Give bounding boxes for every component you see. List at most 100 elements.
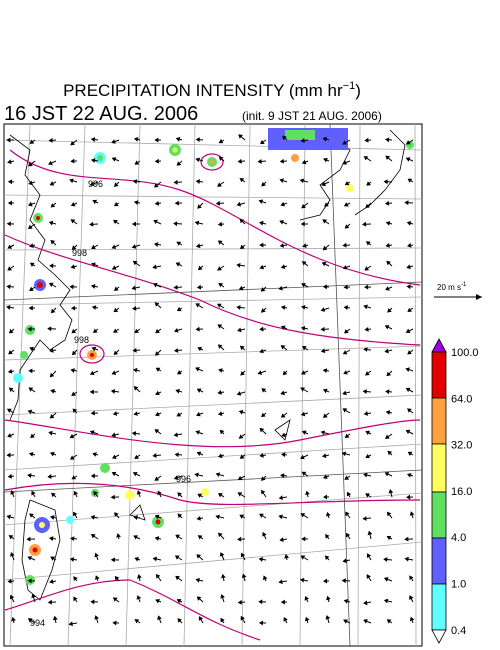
grid-line (183, 123, 196, 647)
wind-arrow-head (322, 368, 328, 373)
wind-arrow-head (259, 264, 265, 270)
wind-arrow-head (241, 573, 247, 578)
wind-arrow-head (10, 552, 15, 557)
wind-arrow-head (407, 178, 413, 183)
colorbar-label: 1.0 (451, 579, 466, 591)
wind-arrow-head (49, 579, 54, 584)
wind-arrow-head (49, 536, 54, 541)
wind-arrow-head (29, 286, 34, 292)
wind-arrow-head (112, 620, 117, 626)
wind-arrow-head (342, 264, 348, 270)
wind-arrow-head (47, 326, 52, 332)
wind-arrow-head (73, 511, 78, 517)
grid-line (299, 123, 306, 647)
wind-arrow-head (385, 389, 390, 395)
wind-arrow-head (7, 473, 13, 479)
wind-arrow-head (133, 386, 139, 391)
wind-arrow-head (27, 326, 32, 332)
wind-arrow-head (304, 596, 310, 601)
wind-arrow-head (300, 411, 306, 417)
grid-line (3, 247, 423, 251)
wind-scale-head (476, 294, 482, 300)
wind-arrow-head (301, 159, 307, 165)
wind-arrow-head (69, 557, 75, 562)
wind-arrow-head (27, 556, 33, 561)
wind-arrow-head (237, 599, 242, 605)
wind-arrow-head (72, 408, 78, 414)
wind-arrow-head (217, 390, 222, 395)
wind-arrow-head (343, 619, 348, 624)
wind-arrow-head (70, 368, 75, 373)
wind-arrow-head (136, 595, 142, 600)
wind-arrow-head (134, 619, 140, 624)
wind-arrow-head (176, 306, 182, 312)
wind-arrow-head (258, 199, 264, 205)
wind-arrow-head (406, 264, 411, 270)
wind-arrow-head (71, 475, 77, 480)
wind-arrow-head (384, 325, 390, 330)
wind-arrow-head (236, 262, 241, 268)
svg-text:20 m s-1: 20 m s-1 (437, 282, 467, 292)
wind-arrow-head (260, 287, 266, 292)
wind-arrow-head (363, 304, 368, 310)
wind-arrow-head (155, 411, 160, 417)
wind-arrow-head (362, 389, 367, 395)
colorbar-label: 16.0 (451, 486, 472, 498)
wind-arrow-head (280, 201, 286, 207)
wind-arrow-head (300, 513, 306, 518)
wind-arrow-head (133, 515, 138, 520)
wind-arrow-head (50, 203, 56, 208)
wind-arrow-head (258, 599, 263, 605)
wind-arrow-head (91, 305, 97, 310)
wind-arrow-head (385, 137, 390, 143)
wind-arrow-head (173, 328, 179, 333)
wind-arrow-head (152, 556, 158, 562)
wind-arrow-head (196, 516, 201, 521)
wind-arrow-head (365, 371, 370, 376)
wind-arrow-head (240, 371, 245, 376)
wind-arrow-head (341, 578, 346, 584)
wind-arrow-head (299, 178, 305, 184)
wind-arrow-head (344, 475, 350, 480)
wind-arrow-head (365, 493, 370, 498)
wind-arrow-head (114, 512, 119, 517)
wind-arrow-head (91, 244, 96, 250)
colorbar (431, 338, 447, 644)
wind-arrow-head (6, 305, 11, 310)
wind-arrow-head (175, 388, 180, 394)
wind-arrow-head (47, 474, 52, 479)
wind-arrow-head (28, 161, 33, 167)
wind-arrow-head (155, 328, 160, 334)
wind-arrow-head (48, 430, 53, 436)
wind-arrow-head (134, 454, 140, 459)
wind-arrow-head (137, 574, 142, 579)
wind-arrow-head (239, 454, 245, 459)
wind-arrow-head (28, 368, 33, 374)
wind-arrow-head (238, 134, 243, 139)
wind-arrow-head (50, 308, 56, 314)
title-main: PRECIPITATION INTENSITY (mm hr (63, 81, 343, 100)
wind-vectors (6, 134, 415, 627)
wind-arrow-head (30, 433, 35, 439)
wind-arrow-head (300, 454, 305, 460)
wind-arrow-head (6, 452, 11, 458)
wind-arrow-head (6, 408, 12, 413)
wind-arrow-head (405, 157, 411, 162)
wind-arrow-head (409, 595, 414, 600)
wind-arrow-head (196, 451, 202, 457)
wind-arrow-head (29, 262, 35, 268)
wind-arrow-head (131, 285, 136, 291)
wind-arrow-head (195, 179, 201, 184)
wind-arrow-head (409, 511, 415, 516)
wind-arrow-head (237, 536, 242, 542)
wind-arrow-head (278, 514, 283, 520)
wind-arrow-head (362, 516, 367, 521)
wind-arrow-head (363, 156, 369, 161)
wind-arrow-head (260, 476, 266, 481)
wind-arrow-head (71, 305, 76, 311)
wind-arrow-head (262, 531, 267, 537)
wind-arrow-head (155, 573, 161, 579)
wind-arrow-head (217, 240, 223, 245)
wind-arrow-head (113, 219, 118, 225)
wind-arrow-head (300, 555, 306, 560)
